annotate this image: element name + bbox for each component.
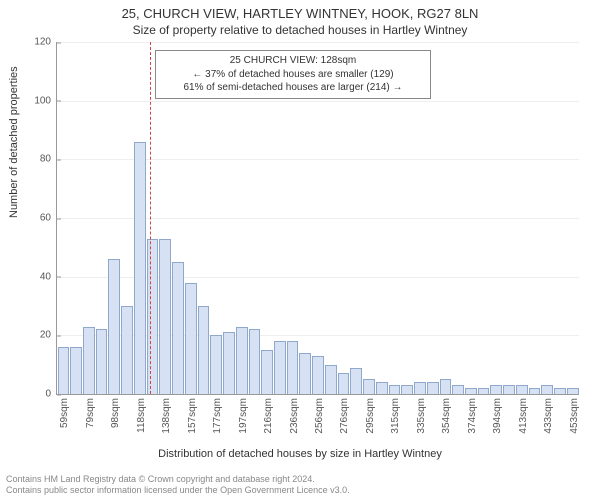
- x-tick-label: 59sqm: [59, 394, 70, 428]
- x-tick-label: 177sqm: [212, 394, 223, 434]
- histogram-bar: [440, 379, 452, 394]
- y-tick-label: 120: [34, 37, 57, 48]
- histogram-bar: [376, 382, 388, 394]
- y-tick-label: 20: [40, 330, 57, 341]
- x-tick-label: 157sqm: [187, 394, 198, 434]
- histogram-bar: [249, 329, 261, 394]
- histogram-bar: [529, 388, 541, 394]
- y-tick-label: 100: [34, 95, 57, 106]
- x-tick-label: 413sqm: [518, 394, 529, 434]
- histogram-bar: [70, 347, 82, 394]
- histogram-bar: [363, 379, 375, 394]
- histogram-bar: [541, 385, 553, 394]
- histogram-bar: [274, 341, 286, 394]
- x-tick-label: 216sqm: [263, 394, 274, 434]
- x-tick-label: 236sqm: [289, 394, 300, 434]
- chart-subtitle: Size of property relative to detached ho…: [0, 21, 600, 37]
- chart-plot-area: 25 CHURCH VIEW: 128sqm ← 37% of detached…: [56, 42, 579, 395]
- x-tick-label: 256sqm: [314, 394, 325, 434]
- x-tick-label: 276sqm: [339, 394, 350, 434]
- y-tick-label: 40: [40, 271, 57, 282]
- histogram-bar: [516, 385, 528, 394]
- histogram-bar: [401, 385, 413, 394]
- histogram-bar: [261, 350, 273, 394]
- x-tick-label: 335sqm: [416, 394, 427, 434]
- histogram-bar: [96, 329, 108, 394]
- histogram-bar: [172, 262, 184, 394]
- x-axis-label: Distribution of detached houses by size …: [0, 448, 600, 460]
- histogram-bar: [299, 353, 311, 394]
- x-tick-label: 98sqm: [110, 394, 121, 428]
- x-tick-label: 315sqm: [390, 394, 401, 434]
- bars-group: [57, 42, 579, 394]
- x-tick-label: 433sqm: [543, 394, 554, 434]
- histogram-bar: [312, 356, 324, 394]
- x-tick-label: 354sqm: [441, 394, 452, 434]
- histogram-bar: [108, 259, 120, 394]
- histogram-bar: [350, 368, 362, 394]
- reference-line: [150, 42, 151, 394]
- x-tick-label: 197sqm: [238, 394, 249, 434]
- x-tick-label: 295sqm: [365, 394, 376, 434]
- histogram-bar: [159, 239, 171, 394]
- histogram-bar: [325, 365, 337, 394]
- histogram-bar: [185, 283, 197, 394]
- histogram-bar: [478, 388, 490, 394]
- histogram-bar: [210, 335, 222, 394]
- histogram-bar: [287, 341, 299, 394]
- x-tick-label: 138sqm: [161, 394, 172, 434]
- y-tick-label: 0: [45, 389, 57, 400]
- footer-attribution: Contains HM Land Registry data © Crown c…: [6, 474, 350, 497]
- histogram-bar: [198, 306, 210, 394]
- histogram-bar: [223, 332, 235, 394]
- chart-title: 25, CHURCH VIEW, HARTLEY WINTNEY, HOOK, …: [0, 0, 600, 21]
- histogram-bar: [414, 382, 426, 394]
- histogram-bar: [490, 385, 502, 394]
- histogram-bar: [121, 306, 133, 394]
- x-tick-label: 453sqm: [569, 394, 580, 434]
- histogram-bar: [503, 385, 515, 394]
- y-axis-label: Number of detached properties: [8, 66, 20, 218]
- x-tick-label: 374sqm: [467, 394, 478, 434]
- x-tick-label: 79sqm: [85, 394, 96, 428]
- histogram-bar: [338, 373, 350, 394]
- footer-line2: Contains public sector information licen…: [6, 485, 350, 496]
- histogram-bar: [554, 388, 566, 394]
- histogram-bar: [58, 347, 70, 394]
- histogram-bar: [83, 327, 95, 394]
- y-tick-label: 60: [40, 213, 57, 224]
- histogram-bar: [427, 382, 439, 394]
- x-tick-label: 394sqm: [492, 394, 503, 434]
- histogram-bar: [236, 327, 248, 394]
- footer-line1: Contains HM Land Registry data © Crown c…: [6, 474, 350, 485]
- histogram-bar: [452, 385, 464, 394]
- histogram-bar: [134, 142, 146, 394]
- x-tick-label: 118sqm: [136, 394, 147, 433]
- histogram-bar: [147, 239, 159, 394]
- y-tick-label: 80: [40, 154, 57, 165]
- histogram-bar: [389, 385, 401, 394]
- chart-container: 25, CHURCH VIEW, HARTLEY WINTNEY, HOOK, …: [0, 0, 600, 500]
